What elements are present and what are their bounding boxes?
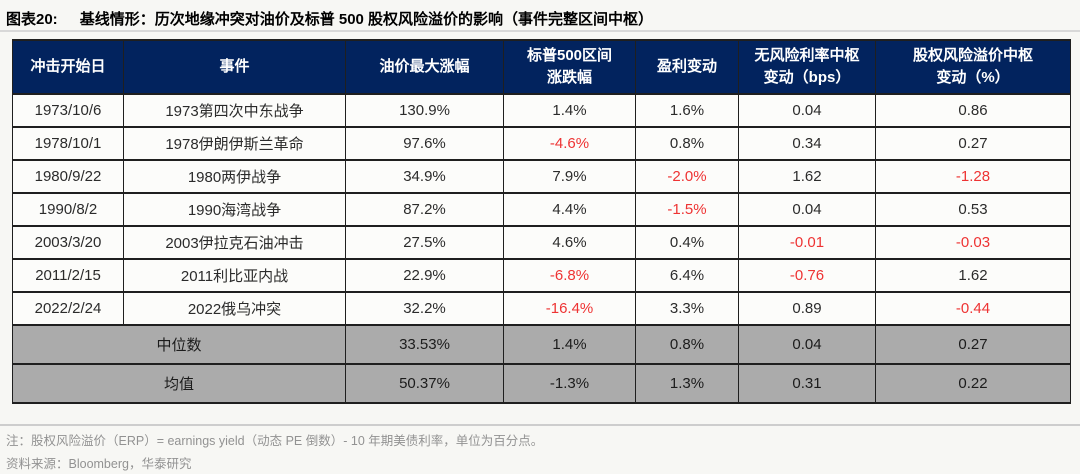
table-header-row: 冲击开始日 事件 油价最大涨幅 标普500区间 涨跌幅 盈利变动 无风险利率中枢 变动（b… (12, 39, 1071, 95)
figure-title-text: 基线情形：历次地缘冲突对油价及标普 500 股权风险溢价的影响（事件完整区间中枢… (79, 11, 654, 28)
table-cell: 1.62 (875, 258, 1071, 293)
table-cell: 0.86 (875, 93, 1071, 128)
table-cell: 2011利比亚内战 (123, 258, 346, 293)
table-cell: 1.4% (503, 324, 636, 365)
table-cell: 0.89 (738, 291, 876, 326)
figure-title: 图表20: 基线情形：历次地缘冲突对油价及标普 500 股权风险溢价的影响（事件… (6, 8, 1074, 29)
table-cell: -0.03 (875, 225, 1071, 260)
table-cell: 4.4% (503, 192, 636, 227)
figure-label: 图表20: (6, 11, 58, 28)
table-cell: -1.3% (503, 363, 636, 404)
table-cell: 130.9% (345, 93, 504, 128)
column-header: 标普500区间 涨跌幅 (503, 39, 636, 95)
table-row: 2003/3/20 2003伊拉克石油冲击 27.5% 4.6% 0.4% -0.01 -0… (12, 225, 1071, 260)
table-cell: 2011/2/15 (12, 258, 124, 293)
column-header: 事件 (123, 39, 346, 95)
table-row: 2011/2/15 2011利比亚内战 22.9% -6.8% 6.4% -0.76 1.6… (12, 258, 1071, 293)
table-cell: 1980/9/22 (12, 159, 124, 194)
table-cell: 0.22 (875, 363, 1071, 404)
table-cell: -1.5% (635, 192, 739, 227)
table-row: 1973/10/6 1973第四次中东战争 130.9% 1.4% 1.6% 0.04 0.… (12, 93, 1071, 128)
table-cell: -0.01 (738, 225, 876, 260)
table-cell: 2022/2/24 (12, 291, 124, 326)
column-header: 无风险利率中枢 变动（bps） (738, 39, 876, 95)
table-cell: 0.34 (738, 126, 876, 161)
table-cell: 50.37% (345, 363, 504, 404)
table-cell: 32.2% (345, 291, 504, 326)
table-cell: 0.8% (635, 126, 739, 161)
table-cell: 1978/10/1 (12, 126, 124, 161)
table-cell: -2.0% (635, 159, 739, 194)
table-cell: -4.6% (503, 126, 636, 161)
table-cell: 7.9% (503, 159, 636, 194)
table-row: 2022/2/24 2022俄乌冲突 32.2% -16.4% 3.3% 0.89 -0.4… (12, 291, 1071, 326)
table-cell: 6.4% (635, 258, 739, 293)
table-cell: 1973第四次中东战争 (123, 93, 346, 128)
table-cell: 均值 (12, 363, 346, 404)
table-body: 1973/10/6 1973第四次中东战争 130.9% 1.4% 1.6% 0.04 0.… (12, 93, 1071, 404)
table-cell: 0.04 (738, 324, 876, 365)
footnote-source: 资料来源：Bloomberg，华泰研究 (6, 456, 192, 471)
column-header: 盈利变动 (635, 39, 739, 95)
table-cell: -0.76 (738, 258, 876, 293)
table-cell: -0.44 (875, 291, 1071, 326)
table-cell: 1980两伊战争 (123, 159, 346, 194)
table-cell: 0.53 (875, 192, 1071, 227)
table-cell: -1.28 (875, 159, 1071, 194)
table-cell: 0.27 (875, 324, 1071, 365)
column-header: 冲击开始日 (12, 39, 124, 95)
footer-divider (0, 424, 1080, 426)
table-cell: 2022俄乌冲突 (123, 291, 346, 326)
table-cell: 87.2% (345, 192, 504, 227)
summary-row: 中位数 33.53% 1.4% 0.8% 0.04 0.27 (12, 324, 1071, 365)
table-cell: 34.9% (345, 159, 504, 194)
table-cell: 0.4% (635, 225, 739, 260)
column-header: 股权风险溢价中枢 变动（%） (875, 39, 1071, 95)
table-cell: 22.9% (345, 258, 504, 293)
table-cell: 33.53% (345, 324, 504, 365)
geopolitical-conflict-table: 冲击开始日 事件 油价最大涨幅 标普500区间 涨跌幅 盈利变动 无风险利率中枢 变动（b… (12, 39, 1071, 404)
table-cell: 2003/3/20 (12, 225, 124, 260)
table-cell: 1.3% (635, 363, 739, 404)
table-cell: -6.8% (503, 258, 636, 293)
summary-row: 均值 50.37% -1.3% 1.3% 0.31 0.22 (12, 363, 1071, 404)
table-cell: 0.31 (738, 363, 876, 404)
table-cell: 0.04 (738, 93, 876, 128)
table-cell: 1.6% (635, 93, 739, 128)
table-cell: -16.4% (503, 291, 636, 326)
table-cell: 1.62 (738, 159, 876, 194)
table-cell: 1990海湾战争 (123, 192, 346, 227)
column-header: 油价最大涨幅 (345, 39, 504, 95)
table-cell: 2003伊拉克石油冲击 (123, 225, 346, 260)
title-divider (0, 30, 1080, 32)
table-cell: 3.3% (635, 291, 739, 326)
table-cell: 1978伊朗伊斯兰革命 (123, 126, 346, 161)
table-cell: 中位数 (12, 324, 346, 365)
footnote-erp-definition: 注：股权风险溢价（ERP）= earnings yield（动态 PE 倒数）-… (6, 434, 544, 448)
table-cell: 1973/10/6 (12, 93, 124, 128)
table-cell: 97.6% (345, 126, 504, 161)
table-cell: 0.04 (738, 192, 876, 227)
table-cell: 4.6% (503, 225, 636, 260)
table-cell: 1.4% (503, 93, 636, 128)
table-cell: 0.27 (875, 126, 1071, 161)
table-cell: 1990/8/2 (12, 192, 124, 227)
table-cell: 0.8% (635, 324, 739, 365)
table-row: 1990/8/2 1990海湾战争 87.2% 4.4% -1.5% 0.04 0.53 (12, 192, 1071, 227)
table-row: 1980/9/22 1980两伊战争 34.9% 7.9% -2.0% 1.62 -1.28 (12, 159, 1071, 194)
footnotes: 注：股权风险溢价（ERP）= earnings yield（动态 PE 倒数）-… (6, 430, 1074, 474)
table-cell: 27.5% (345, 225, 504, 260)
table-row: 1978/10/1 1978伊朗伊斯兰革命 97.6% -4.6% 0.8% 0.34 0.… (12, 126, 1071, 161)
